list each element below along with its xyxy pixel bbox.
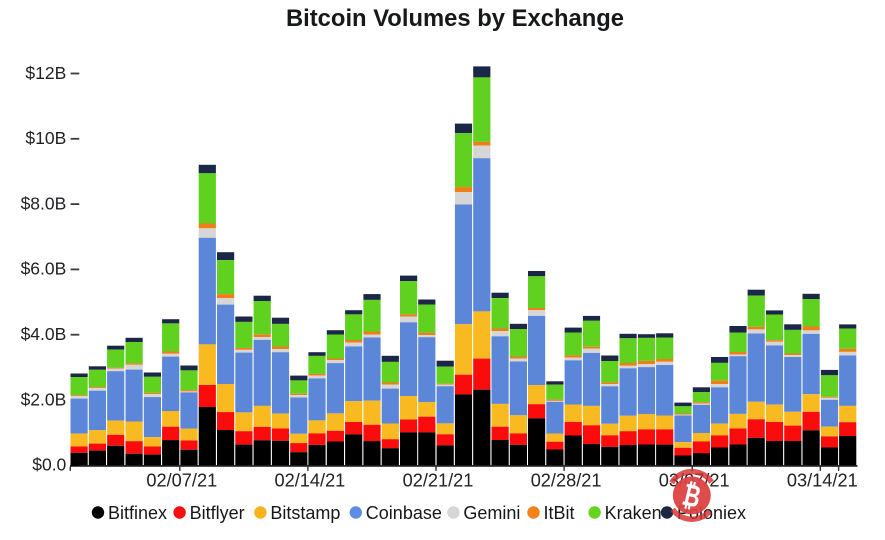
svg-text:Gemini: Gemini	[463, 503, 520, 523]
svg-text:02/14/21: 02/14/21	[275, 471, 346, 491]
svg-text:$12B: $12B	[25, 63, 66, 83]
svg-text:Bitstamp: Bitstamp	[270, 503, 340, 523]
svg-text:$6.0B: $6.0B	[21, 259, 67, 279]
svg-text:ItBit: ItBit	[544, 503, 575, 523]
svg-text:$8.0B: $8.0B	[21, 193, 67, 213]
svg-text:$2.0B: $2.0B	[21, 389, 67, 409]
svg-text:02/07/21: 02/07/21	[146, 471, 217, 491]
svg-text:$10B: $10B	[25, 128, 66, 148]
svg-text:02/21/21: 02/21/21	[403, 471, 474, 491]
svg-text:Bitcoin Volumes by Exchange: Bitcoin Volumes by Exchange	[286, 5, 624, 32]
svg-text:$0.0: $0.0	[32, 455, 66, 475]
svg-text:Bitfinex: Bitfinex	[108, 503, 167, 523]
svg-text:03/14/21: 03/14/21	[787, 471, 858, 491]
svg-text:Kraken: Kraken	[605, 503, 662, 523]
svg-text:Bitflyer: Bitflyer	[190, 503, 245, 523]
svg-text:$4.0B: $4.0B	[21, 324, 67, 344]
svg-text:Coinbase: Coinbase	[366, 503, 442, 523]
svg-text:02/28/21: 02/28/21	[531, 471, 602, 491]
